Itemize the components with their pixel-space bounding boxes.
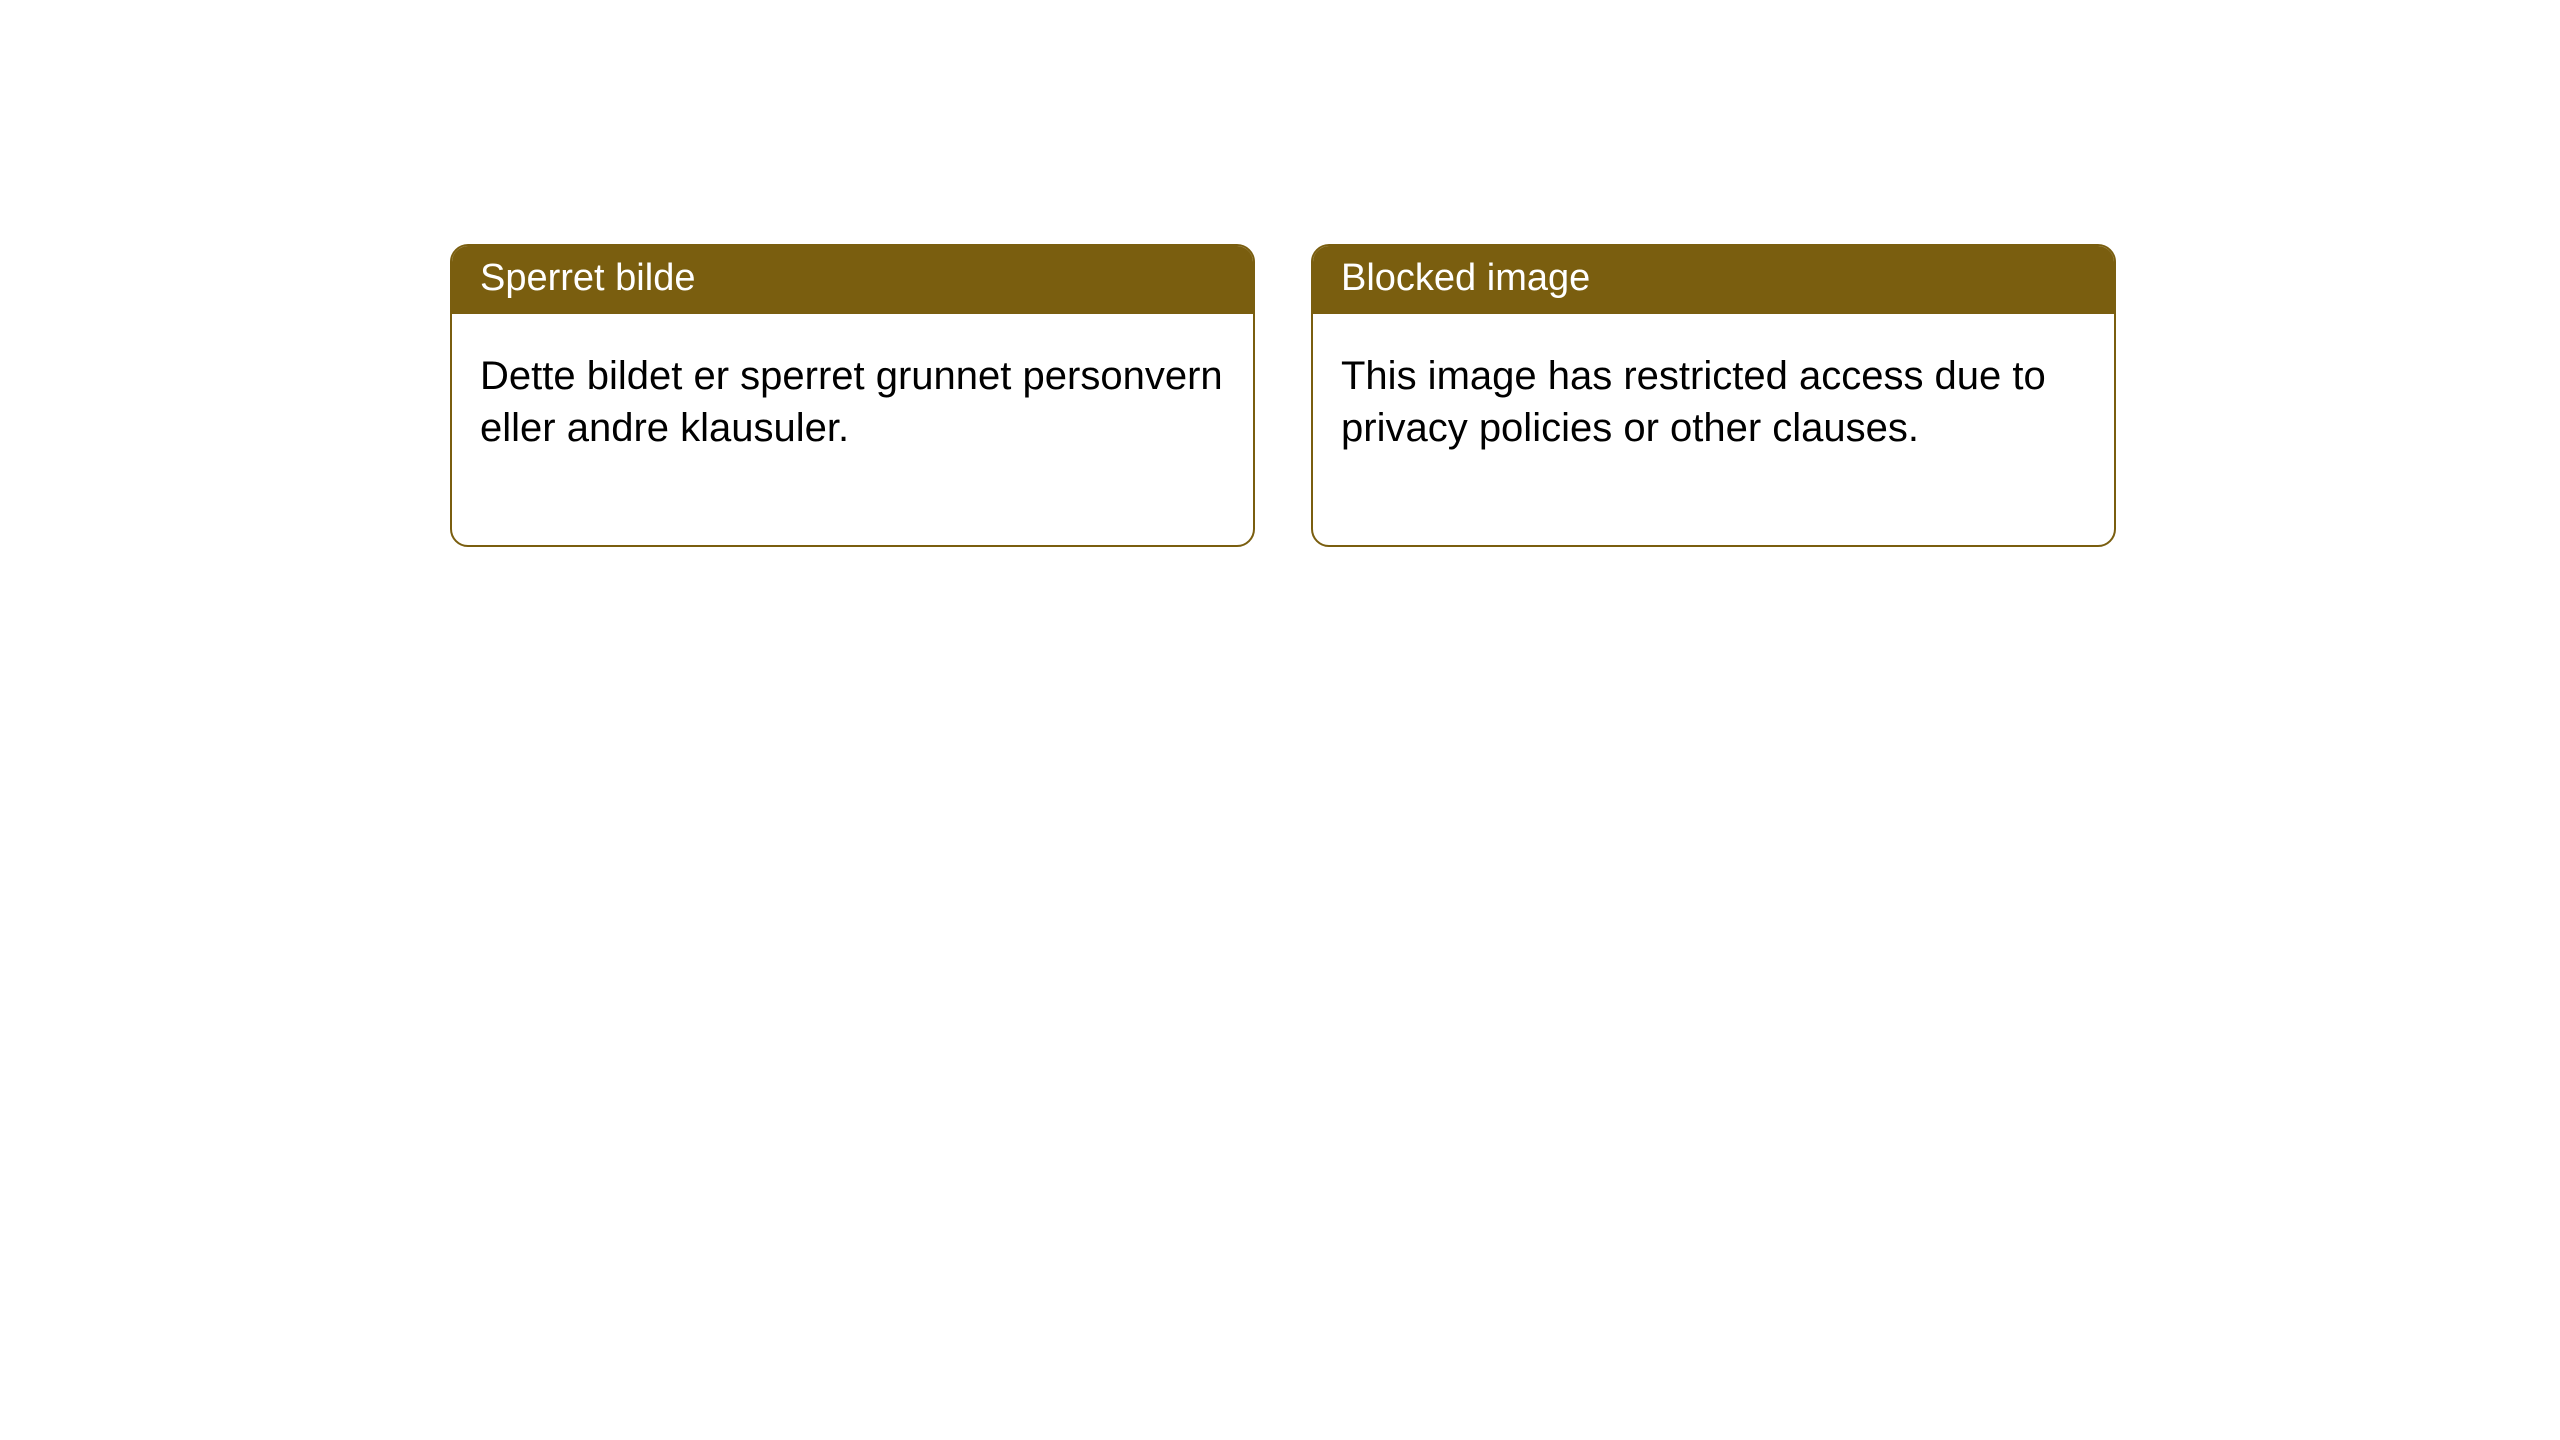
notice-card-en: Blocked image This image has restricted … [1311,244,2116,547]
notice-title-en: Blocked image [1313,246,2114,314]
notice-card-no: Sperret bilde Dette bildet er sperret gr… [450,244,1255,547]
notice-body-no: Dette bildet er sperret grunnet personve… [452,314,1253,546]
notice-body-en: This image has restricted access due to … [1313,314,2114,546]
notice-title-no: Sperret bilde [452,246,1253,314]
notice-container: Sperret bilde Dette bildet er sperret gr… [0,0,2560,547]
